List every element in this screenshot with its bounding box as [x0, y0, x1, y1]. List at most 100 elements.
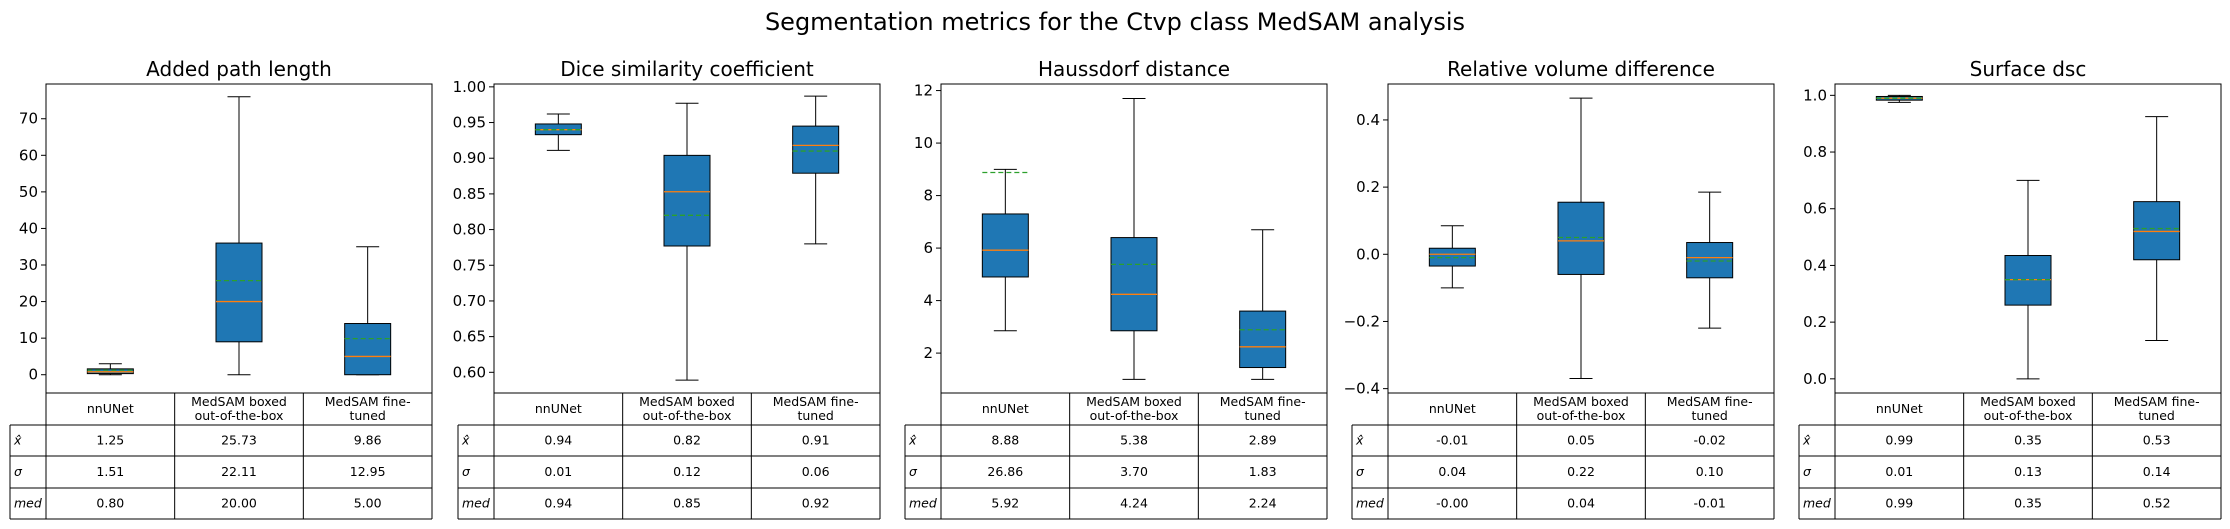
table-cell: 8.88 [991, 433, 1019, 448]
column-header: nnUNet [982, 401, 1029, 416]
y-tick-label: 1.00 [453, 78, 486, 96]
box [2133, 201, 2181, 261]
box [1110, 237, 1158, 332]
column-header: MedSAM fine- [1667, 394, 1753, 409]
column-header: tuned [1244, 408, 1280, 423]
column-header: MedSAM boxed [1533, 394, 1629, 409]
y-tick-label: 0 [28, 366, 38, 384]
column-header: MedSAM boxed [1980, 394, 2076, 409]
table-cell: -0.01 [1693, 496, 1725, 511]
y-tick-label: 12 [914, 82, 933, 100]
y-tick-label: 0.85 [453, 185, 486, 203]
column-header: MedSAM fine- [773, 394, 859, 409]
y-tick-label: 6 [923, 239, 933, 257]
column-header: tuned [797, 408, 833, 423]
table-cell: 0.80 [96, 496, 124, 511]
panel-3: Haussdorf distance 2 4 6 8 10 12 nnUNet MedSAM b… [904, 57, 1328, 520]
table-cell: 0.35 [2014, 433, 2042, 448]
row-label: med [462, 496, 490, 511]
column-header: nnUNet [535, 401, 582, 416]
column-header: MedSAM fine- [1220, 394, 1306, 409]
column-header: tuned [349, 408, 385, 423]
y-tick-label: 0.70 [453, 292, 486, 310]
table-cell: 0.22 [1567, 464, 1595, 479]
panel-4: Relative volume difference −0.4 −0.2 0.0 0.2… [1344, 57, 1775, 520]
table-cell: 22.11 [221, 464, 257, 479]
row-label: σ [462, 464, 471, 479]
row-label: x̂ [1802, 433, 1811, 448]
y-tick-label: 0.95 [453, 114, 486, 132]
column-header: tuned [1691, 408, 1727, 423]
table-cell: 4.24 [1120, 496, 1148, 511]
table-cell: -0.01 [1436, 433, 1468, 448]
box [1686, 242, 1734, 279]
table-cell: 20.00 [221, 496, 257, 511]
column-header: MedSAM boxed [1086, 394, 1182, 409]
table-cell: 0.06 [802, 464, 830, 479]
row-label: σ [1803, 464, 1812, 479]
table-cell: -0.02 [1693, 433, 1725, 448]
panel-5: Surface dsc 0.0 0.2 0.4 0.6 0.8 1.0 nnUNet MedSA… [1798, 57, 2222, 520]
y-tick-label: 0.4 [1803, 256, 1827, 274]
y-tick-label: 10 [19, 329, 38, 347]
row-label: σ [909, 464, 918, 479]
table-cell: 0.94 [544, 433, 572, 448]
table-cell: 0.52 [2143, 496, 2171, 511]
y-tick-label: 0.4 [1356, 111, 1380, 129]
table-cell: 1.51 [96, 464, 124, 479]
table-cell: 0.14 [2143, 464, 2171, 479]
table-cell: 9.86 [354, 433, 382, 448]
y-tick-label: 50 [19, 183, 38, 201]
y-tick-label: 0.2 [1803, 313, 1827, 331]
table-cell: 0.05 [1567, 433, 1595, 448]
table-cell: 0.10 [1696, 464, 1724, 479]
row-label: med [14, 496, 42, 511]
table-cell: 0.01 [544, 464, 572, 479]
y-tick-label: 8 [923, 187, 933, 205]
y-tick-label: 0.0 [1803, 370, 1827, 388]
column-header: out-of-the-box [643, 408, 732, 423]
table-cell: 0.01 [1885, 464, 1913, 479]
table-cell: 0.13 [2014, 464, 2042, 479]
column-header: out-of-the-box [1090, 408, 1179, 423]
table-cell: 0.94 [544, 496, 572, 511]
y-tick-label: −0.2 [1344, 312, 1380, 330]
y-tick-label: 30 [19, 256, 38, 274]
panel-title: Added path length [146, 57, 332, 81]
box [1428, 247, 1476, 267]
y-tick-label: 0.80 [453, 221, 486, 239]
y-tick-label: 1.0 [1803, 86, 1827, 104]
table-cell: 0.85 [673, 496, 701, 511]
box [792, 125, 840, 174]
table-cell: 0.99 [1885, 433, 1913, 448]
y-tick-label: 0.6 [1803, 200, 1827, 218]
panel-title: Surface dsc [1970, 57, 2087, 81]
table-cell: 3.70 [1120, 464, 1148, 479]
y-tick-label: 40 [19, 219, 38, 237]
table-cell: 0.53 [2143, 433, 2171, 448]
y-tick-label: 0.0 [1356, 245, 1380, 263]
table-cell: 2.89 [1249, 433, 1277, 448]
y-tick-label: 20 [19, 293, 38, 311]
panel-title: Dice similarity coefficient [560, 57, 814, 81]
y-tick-label: 60 [19, 146, 38, 164]
row-label: med [909, 496, 937, 511]
table-cell: 0.12 [673, 464, 701, 479]
table-cell: 0.99 [1885, 496, 1913, 511]
y-tick-label: 0.8 [1803, 143, 1827, 161]
box [981, 213, 1029, 278]
table-cell: 5.00 [354, 496, 382, 511]
table-cell: 5.92 [991, 496, 1019, 511]
column-header: tuned [2138, 408, 2174, 423]
table-cell: -0.00 [1436, 496, 1468, 511]
column-header: MedSAM boxed [639, 394, 735, 409]
column-header: out-of-the-box [195, 408, 284, 423]
box [1239, 310, 1287, 369]
table-cell: 0.04 [1438, 464, 1466, 479]
column-header: MedSAM boxed [191, 394, 287, 409]
y-tick-label: 0.90 [453, 149, 486, 167]
